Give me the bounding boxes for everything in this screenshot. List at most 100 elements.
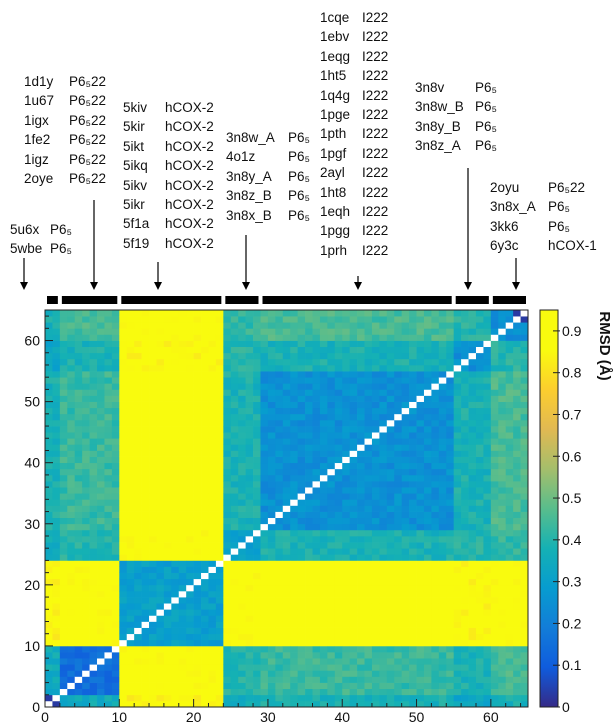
heatmap-cell [215, 450, 224, 457]
heatmap-cell [134, 615, 142, 622]
heatmap-cell [67, 639, 76, 647]
heatmap-cell [275, 358, 284, 366]
heatmap-cell [423, 560, 432, 567]
heatmap-cell [498, 603, 507, 610]
heatmap-cell [67, 682, 76, 690]
heatmap-cell [490, 493, 499, 500]
heatmap-cell [253, 615, 261, 622]
heatmap-cell [282, 584, 291, 592]
heatmap-cell [275, 633, 284, 641]
heatmap-cell [45, 529, 53, 537]
heatmap-cell [215, 535, 224, 543]
heatmap-cell [520, 377, 529, 384]
heatmap-cell [260, 481, 269, 488]
heatmap-cell [483, 383, 492, 390]
heatmap-cell [260, 578, 269, 586]
heatmap-cell [163, 670, 172, 677]
heatmap-cell [156, 419, 165, 427]
heatmap-cell [305, 603, 313, 610]
heatmap-cell [349, 523, 358, 531]
heatmap-cell [74, 419, 83, 427]
heatmap-cell [386, 456, 395, 464]
heatmap-cell [297, 389, 306, 396]
heatmap-cell [305, 688, 313, 696]
heatmap-cell [230, 658, 239, 665]
heatmap-cell [282, 487, 291, 494]
heatmap-cell [208, 377, 217, 384]
heatmap-cell [59, 364, 68, 372]
heatmap-cell [126, 682, 135, 690]
heatmap-cell [223, 688, 232, 696]
heatmap-cell [230, 340, 239, 347]
heatmap-cell [230, 529, 239, 537]
heatmap-cell [245, 432, 254, 439]
heatmap-cell [163, 346, 172, 354]
heatmap-cell [371, 548, 380, 555]
heatmap-cell [267, 566, 276, 573]
heatmap-cell [141, 438, 150, 445]
heatmap-cell [483, 554, 492, 561]
heatmap-cell [431, 401, 440, 409]
heatmap-cell [416, 621, 425, 628]
heatmap-cell [193, 603, 202, 610]
heatmap-cell [349, 688, 358, 696]
heatmap-cell [386, 590, 395, 598]
heatmap-cell [67, 487, 76, 494]
heatmap-cell [193, 383, 202, 390]
heatmap-cell [505, 658, 514, 665]
heatmap-cell [223, 413, 232, 421]
heatmap-cell [82, 322, 90, 329]
heatmap-cell [364, 481, 373, 488]
heatmap-cell [215, 383, 224, 390]
heatmap-cell [319, 328, 328, 335]
heatmap-cell [275, 310, 284, 317]
heatmap-cell [104, 609, 113, 616]
heatmap-cell [245, 438, 254, 445]
heatmap-cell [223, 694, 232, 702]
heatmap-cell [371, 383, 380, 390]
heatmap-cell [319, 334, 328, 341]
heatmap-cell [319, 505, 328, 512]
heatmap-cell [104, 560, 113, 567]
heatmap-cell [327, 364, 336, 372]
heatmap-cell [379, 603, 388, 610]
heatmap-cell [386, 432, 395, 439]
heatmap-cell [282, 645, 291, 653]
heatmap-cell [82, 627, 90, 635]
heatmap-cell [253, 511, 261, 519]
heatmap-cell [134, 322, 142, 329]
heatmap-cell [401, 487, 410, 494]
heatmap-cell [119, 407, 128, 415]
heatmap-cell [223, 529, 232, 537]
heatmap-cell [45, 364, 53, 372]
heatmap-cell [409, 426, 417, 433]
heatmap-cell [253, 517, 261, 525]
heatmap-cell [483, 542, 492, 549]
heatmap-cell [364, 419, 373, 427]
heatmap-cell [156, 499, 165, 506]
heatmap-cell [275, 523, 284, 531]
annotation-row: 3kk6 P6₅ [490, 217, 597, 236]
y-tick-label: 40 [24, 455, 40, 471]
heatmap-cell [238, 517, 246, 525]
heatmap-cell [245, 584, 254, 592]
heatmap-cell [45, 499, 53, 506]
heatmap-cell [267, 584, 276, 592]
heatmap-cell [490, 529, 499, 537]
heatmap-cell [149, 652, 157, 659]
heatmap-cell [253, 621, 261, 628]
heatmap-cell [520, 578, 529, 586]
heatmap-cell [364, 499, 373, 506]
heatmap-cell [431, 645, 440, 653]
heatmap-cell [97, 450, 105, 457]
heatmap-cell [119, 645, 128, 653]
heatmap-cell [282, 346, 291, 354]
heatmap-cell [74, 322, 83, 329]
heatmap-cell [446, 364, 455, 372]
heatmap-cell [327, 334, 336, 341]
heatmap-cell [349, 627, 358, 635]
heatmap-cell [364, 383, 373, 390]
heatmap-cell [208, 468, 217, 476]
heatmap-cell [149, 676, 157, 683]
heatmap-cell [89, 383, 98, 390]
